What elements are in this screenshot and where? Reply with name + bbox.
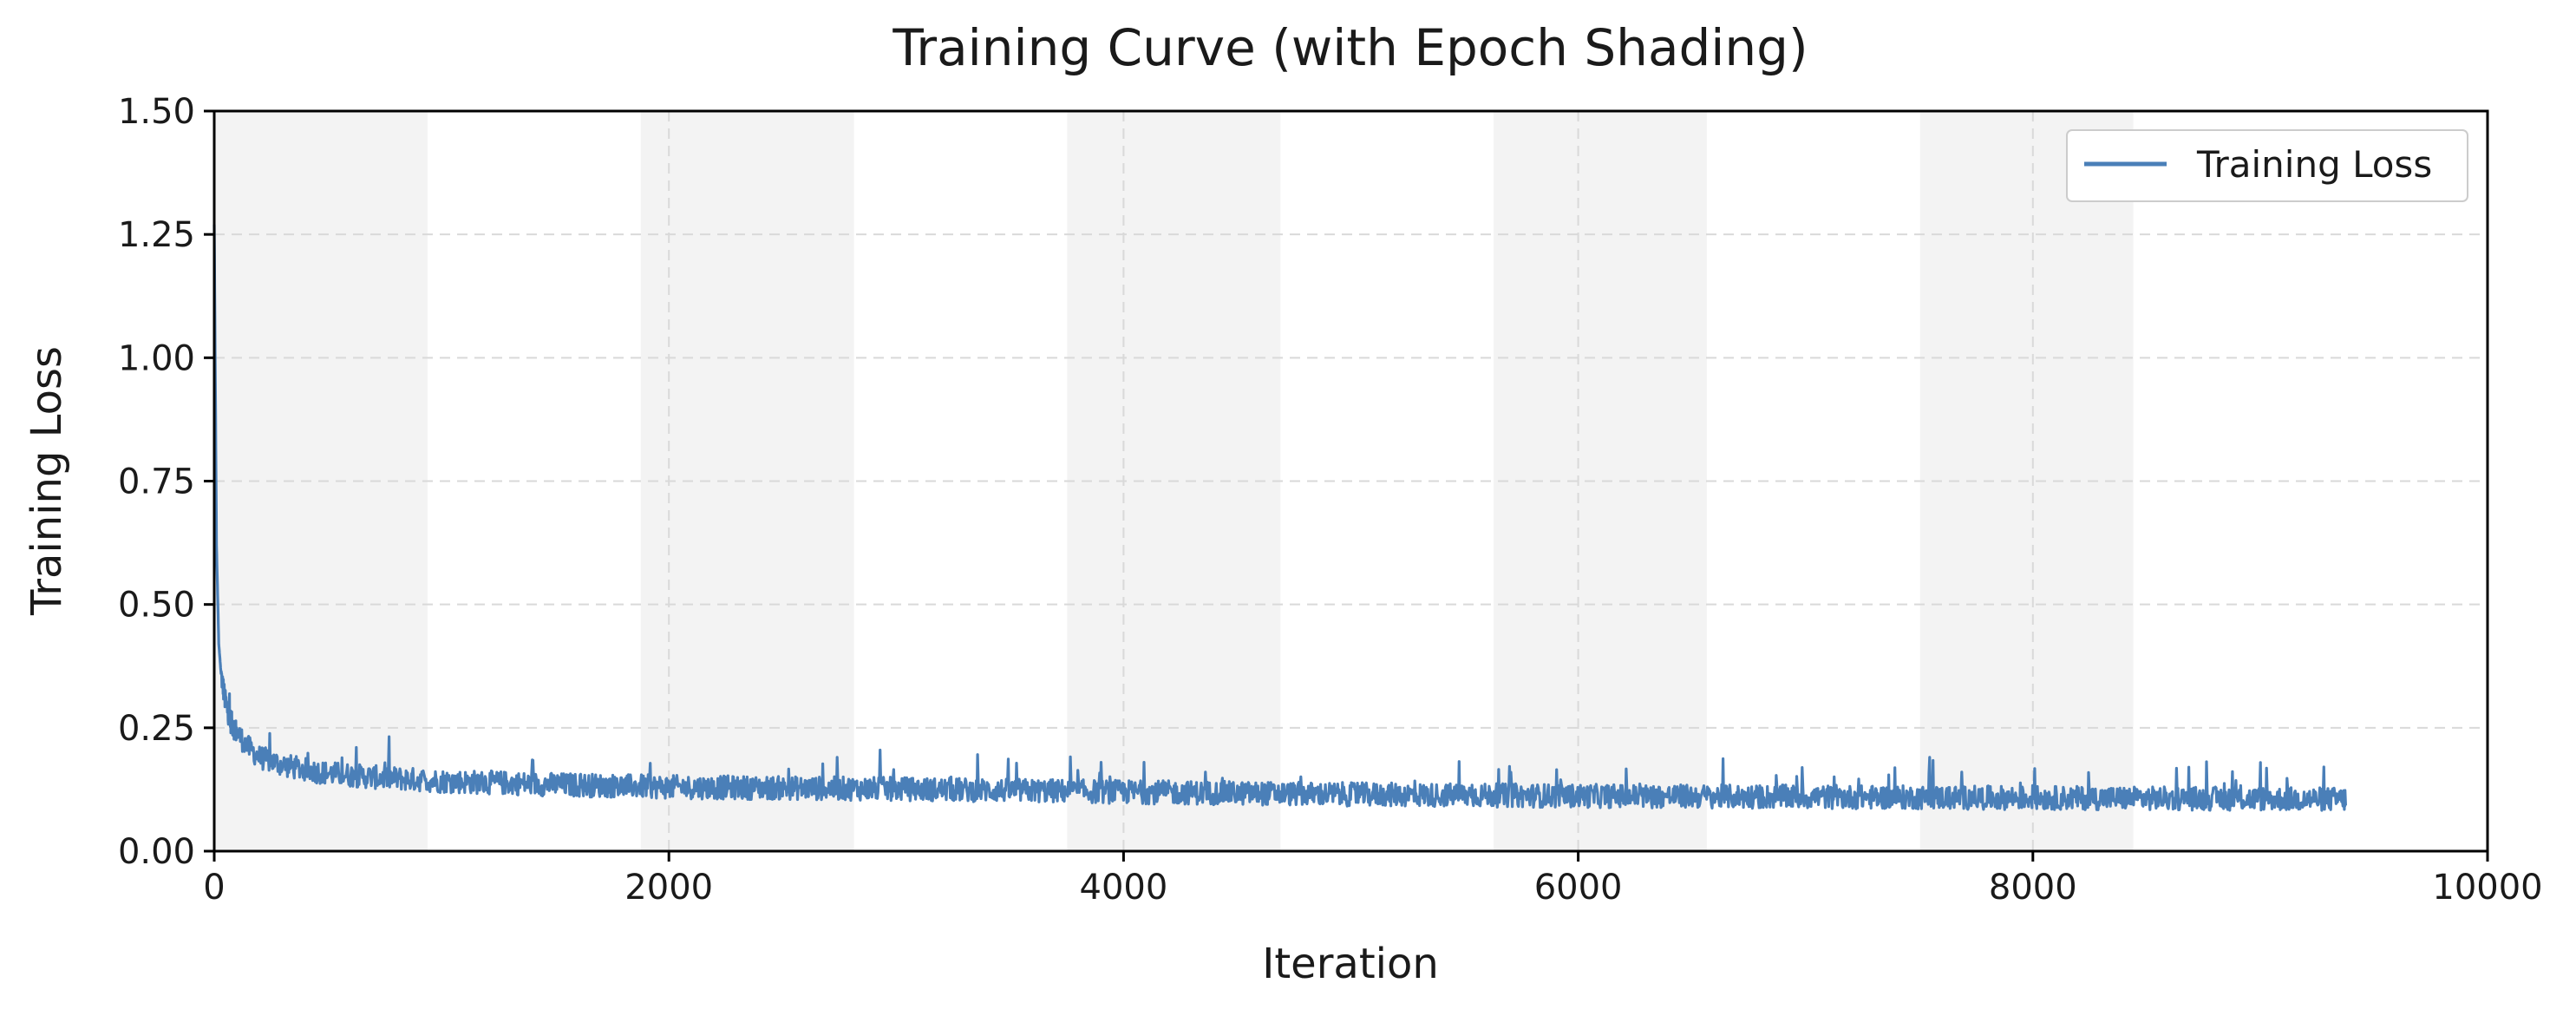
y-axis-label: Training Loss xyxy=(23,346,71,616)
x-tick-label-3: 6000 xyxy=(1534,868,1623,908)
chart-title: Training Curve (with Epoch Shading) xyxy=(892,18,1808,77)
series-layer xyxy=(212,224,2347,812)
x-tick-label-4: 8000 xyxy=(1989,868,2077,908)
series-line-1 xyxy=(212,224,2347,812)
y-tick-label-4: 1.00 xyxy=(118,338,195,378)
x-tick-label-5: 10000 xyxy=(2432,868,2542,908)
y-tick-label-1: 0.25 xyxy=(118,709,195,749)
tick-layer: 0 2000 4000 6000 8000 10000 0.00 0.25 0.50 0.75 1.… xyxy=(118,92,2543,908)
epoch-shade-2 xyxy=(640,111,854,851)
x-axis-label: Iteration xyxy=(1262,940,1439,988)
y-tick-label-5: 1.25 xyxy=(118,215,195,255)
x-tick-label-2: 4000 xyxy=(1080,868,1168,908)
legend-label: Training Loss xyxy=(2196,143,2432,186)
grid-layer xyxy=(214,111,2488,851)
epoch-shade-4 xyxy=(1494,111,1707,851)
y-tick-label-6: 1.50 xyxy=(118,92,195,132)
x-tick-label-1: 2000 xyxy=(624,868,713,908)
y-tick-label-2: 0.50 xyxy=(118,586,195,626)
legend: Training Loss xyxy=(2066,129,2468,202)
x-tick-label-0: 0 xyxy=(203,868,225,908)
y-tick-label-3: 0.75 xyxy=(118,462,195,502)
y-tick-label-0: 0.00 xyxy=(118,832,195,872)
legend-box xyxy=(2066,129,2468,202)
